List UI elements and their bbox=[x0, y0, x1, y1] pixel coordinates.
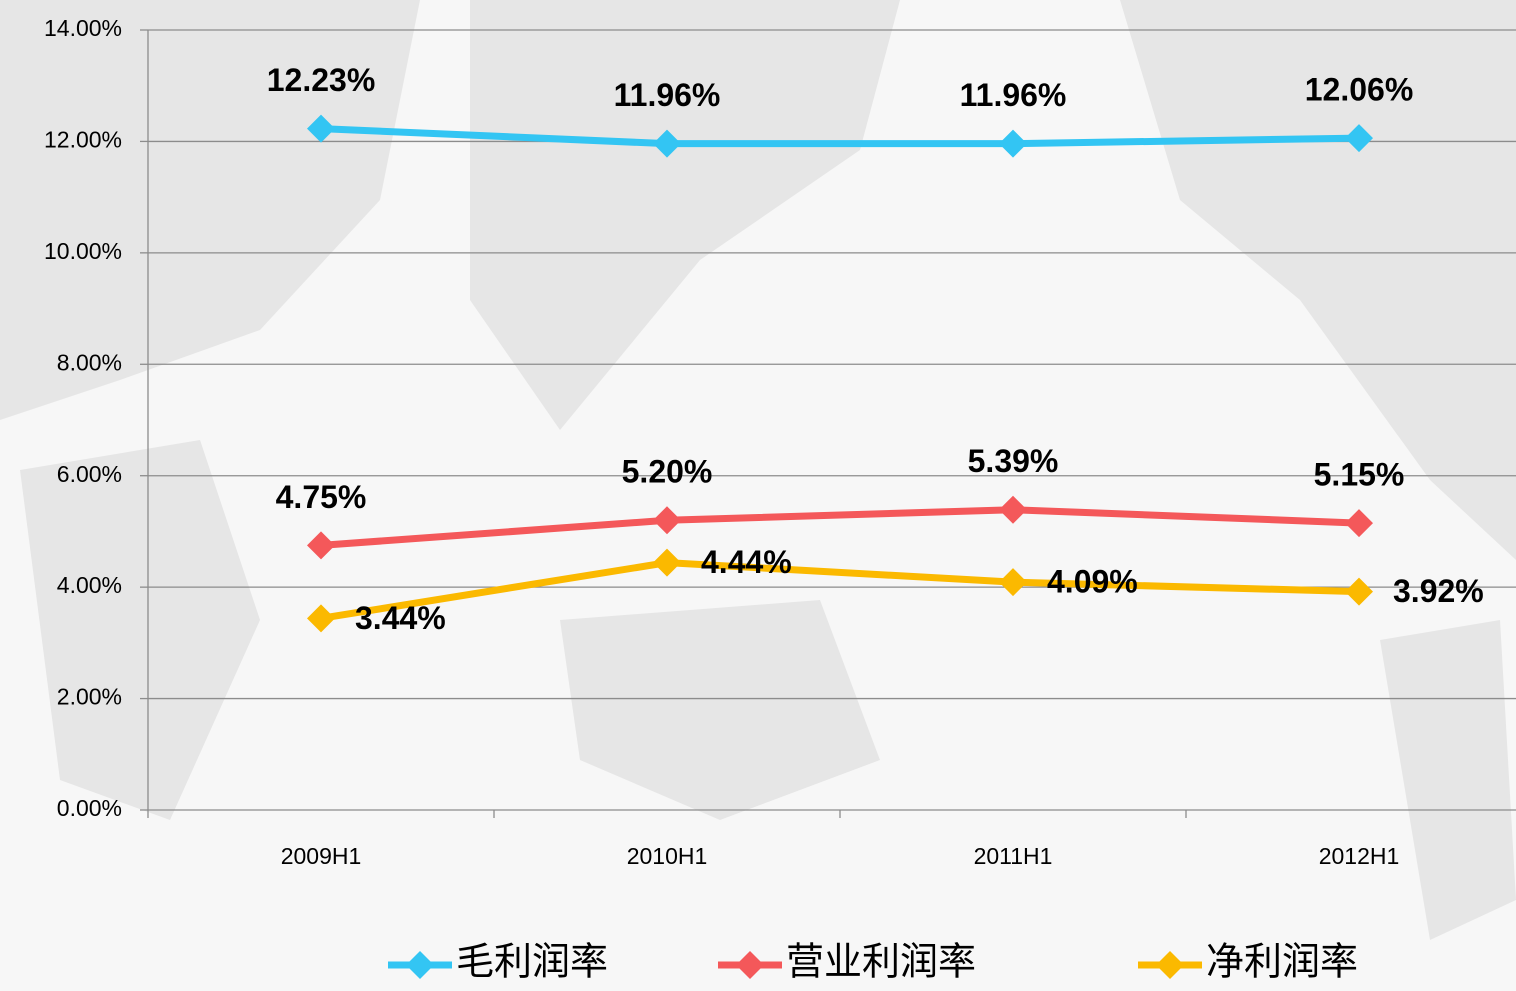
point-marker bbox=[999, 568, 1027, 597]
y-tick-label: 6.00% bbox=[57, 461, 122, 487]
y-tick-label: 8.00% bbox=[57, 349, 122, 375]
data-label: 3.92% bbox=[1393, 573, 1484, 609]
point-marker bbox=[653, 506, 681, 535]
x-tick-label: 2010H1 bbox=[627, 843, 708, 869]
point-marker bbox=[653, 129, 681, 158]
series-line bbox=[320, 559, 1360, 622]
map-background bbox=[0, 0, 1516, 940]
y-tick-label: 10.00% bbox=[44, 238, 122, 264]
y-tick-label: 12.00% bbox=[44, 127, 122, 153]
legend-label: 毛利润率 bbox=[456, 940, 608, 984]
legend-marker bbox=[736, 951, 764, 979]
data-label: 5.15% bbox=[1314, 457, 1405, 493]
point-marker bbox=[653, 548, 681, 577]
x-tick-label: 2012H1 bbox=[1319, 843, 1400, 869]
data-label: 12.23% bbox=[267, 62, 376, 98]
y-tick-label: 2.00% bbox=[57, 684, 122, 710]
x-tick-label: 2011H1 bbox=[974, 843, 1053, 869]
point-marker bbox=[1345, 509, 1373, 538]
point-marker bbox=[307, 604, 335, 633]
data-label: 11.96% bbox=[960, 77, 1067, 113]
x-tick-label: 2009H1 bbox=[281, 843, 362, 869]
data-label: 4.09% bbox=[1047, 564, 1138, 600]
data-label: 12.06% bbox=[1305, 72, 1414, 108]
data-label: 5.20% bbox=[622, 454, 713, 490]
y-tick-label: 0.00% bbox=[57, 795, 122, 821]
point-marker bbox=[307, 531, 335, 560]
point-marker bbox=[999, 129, 1027, 158]
data-label: 4.44% bbox=[701, 544, 792, 580]
point-marker bbox=[307, 114, 335, 143]
series-line bbox=[320, 506, 1360, 549]
point-marker bbox=[1345, 577, 1373, 606]
data-label: 3.44% bbox=[355, 600, 446, 636]
legend-marker bbox=[406, 951, 434, 979]
legend-marker bbox=[1156, 951, 1184, 979]
data-label: 11.96% bbox=[614, 77, 721, 113]
data-label: 5.39% bbox=[968, 443, 1059, 479]
point-marker bbox=[999, 495, 1027, 524]
data-label: 4.75% bbox=[276, 479, 367, 515]
y-tick-label: 4.00% bbox=[57, 572, 122, 598]
point-marker bbox=[1345, 124, 1373, 153]
legend-label: 营业利润率 bbox=[786, 940, 976, 984]
legend-label: 净利润率 bbox=[1206, 940, 1358, 984]
series-line bbox=[320, 125, 1360, 148]
y-tick-label: 14.00% bbox=[44, 15, 122, 41]
